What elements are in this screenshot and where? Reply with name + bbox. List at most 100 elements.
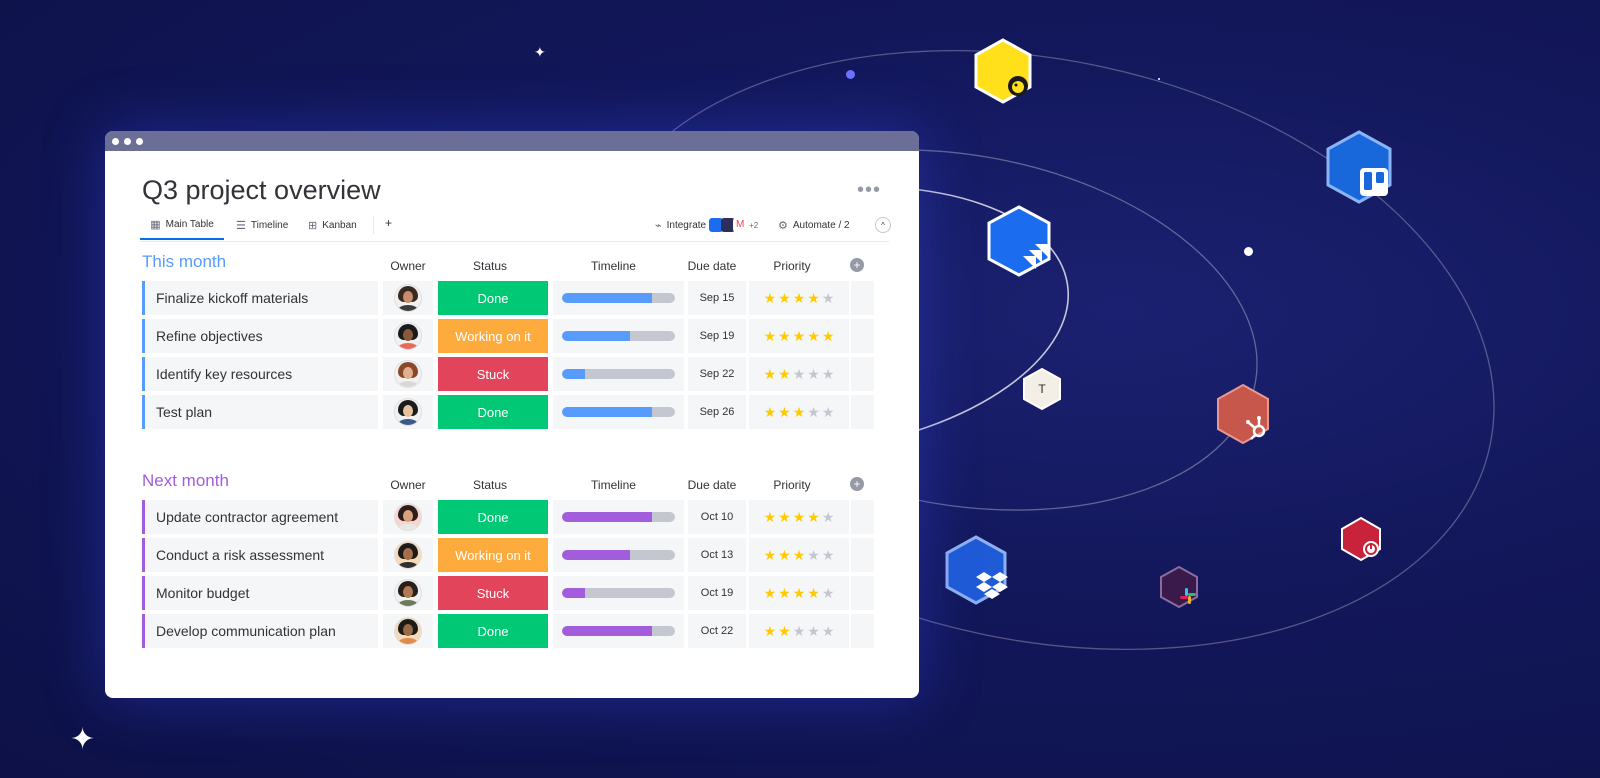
owner-cell[interactable] [383,500,433,534]
star-icon[interactable]: ★ [792,584,806,601]
status-badge[interactable]: Working on it [438,538,548,572]
tab-main-table[interactable]: ▦ Main Table [140,211,224,240]
column-header-status[interactable]: Status [472,478,508,492]
star-icon[interactable]: ★ [821,403,835,420]
status-badge[interactable]: Done [438,395,548,429]
owner-cell[interactable] [383,281,433,315]
timeline-cell[interactable] [553,319,684,353]
star-icon[interactable]: ★ [778,327,791,344]
due-date[interactable]: Oct 10 [688,500,746,534]
priority-rating[interactable]: ★ ★ ★ ★ ★ [749,357,849,391]
tab-timeline[interactable]: ☰ Timeline [236,211,288,239]
item-name[interactable]: Update contractor agreement [142,500,378,534]
owner-cell[interactable] [383,395,433,429]
column-header-priority[interactable]: Priority [773,259,811,273]
jira-icon[interactable] [986,205,1052,277]
timeline-cell[interactable] [553,576,684,610]
collapse-button[interactable]: ^ [875,217,891,233]
toggl-track-icon[interactable] [1340,516,1382,562]
due-date[interactable]: Sep 26 [688,395,746,429]
priority-rating[interactable]: ★ ★ ★ ★ ★ [749,319,849,353]
column-header-timeline[interactable]: Timeline [591,259,636,273]
add-column-button[interactable]: + [850,258,864,272]
priority-rating[interactable]: ★ ★ ★ ★ ★ [749,538,849,572]
mailchimp-icon[interactable] [973,38,1033,104]
table-row[interactable]: Refine objectives Working on it Sep 19 ★ ★ ★ ★… [142,319,882,353]
star-icon[interactable]: ★ [821,546,835,563]
item-name[interactable]: Conduct a risk assessment [142,538,378,572]
star-icon[interactable]: ★ [807,508,820,525]
star-icon[interactable]: ★ [763,546,777,563]
star-icon[interactable]: ★ [778,403,791,420]
star-icon[interactable]: ★ [807,365,820,382]
star-icon[interactable]: ★ [807,546,820,563]
column-header-timeline[interactable]: Timeline [591,478,636,492]
star-icon[interactable]: ★ [763,403,777,420]
star-icon[interactable]: ★ [821,508,835,525]
star-icon[interactable]: ★ [821,289,835,306]
hubspot-icon[interactable] [1215,383,1271,445]
star-icon[interactable]: ★ [807,403,820,420]
timeline-cell[interactable] [553,538,684,572]
due-date[interactable]: Sep 19 [688,319,746,353]
star-icon[interactable]: ★ [807,584,820,601]
owner-cell[interactable] [383,357,433,391]
star-icon[interactable]: ★ [792,289,806,306]
column-header-owner[interactable]: Owner [390,259,426,273]
due-date[interactable]: Oct 13 [688,538,746,572]
item-name[interactable]: Refine objectives [142,319,378,353]
star-icon[interactable]: ★ [763,622,777,639]
table-row[interactable]: Monitor budget Stuck Oct 19 ★ ★ ★ ★ ★ [142,576,882,610]
star-icon[interactable]: ★ [792,403,806,420]
table-row[interactable]: Develop communication plan Done Oct 22 ★ ★ ★ ★… [142,614,882,648]
star-icon[interactable]: ★ [778,365,791,382]
priority-rating[interactable]: ★ ★ ★ ★ ★ [749,281,849,315]
timeline-cell[interactable] [553,281,684,315]
status-badge[interactable]: Done [438,281,548,315]
column-header-status[interactable]: Status [472,259,508,273]
star-icon[interactable]: ★ [792,622,806,639]
star-icon[interactable]: ★ [807,622,820,639]
star-icon[interactable]: ★ [807,289,820,306]
star-icon[interactable]: ★ [763,289,777,306]
tab-kanban[interactable]: ⊞ Kanban [308,211,357,239]
owner-cell[interactable] [383,576,433,610]
star-icon[interactable]: ★ [792,365,806,382]
star-icon[interactable]: ★ [763,365,777,382]
status-badge[interactable]: Done [438,614,548,648]
window-dot[interactable] [124,137,131,145]
item-name[interactable]: Develop communication plan [142,614,378,648]
item-name[interactable]: Monitor budget [142,576,378,610]
timeline-cell[interactable] [553,614,684,648]
star-icon[interactable]: ★ [778,622,791,639]
table-row[interactable]: Conduct a risk assessment Working on it Oc… [142,538,882,572]
table-row[interactable]: Identify key resources Stuck Sep 22 ★ ★ ★ ★ ★ [142,357,882,391]
star-icon[interactable]: ★ [778,289,791,306]
star-icon[interactable]: ★ [807,327,820,344]
column-header-priority[interactable]: Priority [773,478,811,492]
star-icon[interactable]: ★ [763,584,777,601]
owner-cell[interactable] [383,614,433,648]
star-icon[interactable]: ★ [778,508,791,525]
star-icon[interactable]: ★ [821,327,835,344]
star-icon[interactable]: ★ [763,508,777,525]
star-icon[interactable]: ★ [778,546,791,563]
window-dot[interactable] [136,137,143,145]
status-badge[interactable]: Stuck [438,357,548,391]
priority-rating[interactable]: ★ ★ ★ ★ ★ [749,576,849,610]
add-view-button[interactable]: + [385,216,393,230]
star-icon[interactable]: ★ [821,365,835,382]
star-icon[interactable]: ★ [821,622,835,639]
due-date[interactable]: Sep 15 [688,281,746,315]
star-icon[interactable]: ★ [821,584,835,601]
group-title[interactable]: This month [142,252,227,271]
priority-rating[interactable]: ★ ★ ★ ★ ★ [749,500,849,534]
item-name[interactable]: Identify key resources [142,357,378,391]
window-dot[interactable] [112,137,119,145]
table-row[interactable]: Test plan Done Sep 26 ★ ★ ★ ★ ★ [142,395,882,429]
status-badge[interactable]: Stuck [438,576,548,610]
star-icon[interactable]: ★ [792,327,806,344]
due-date[interactable]: Oct 19 [688,576,746,610]
toggl-icon[interactable]: T [1022,367,1062,411]
table-row[interactable]: Update contractor agreement Done Oct 10 ★ ★ ★… [142,500,882,534]
